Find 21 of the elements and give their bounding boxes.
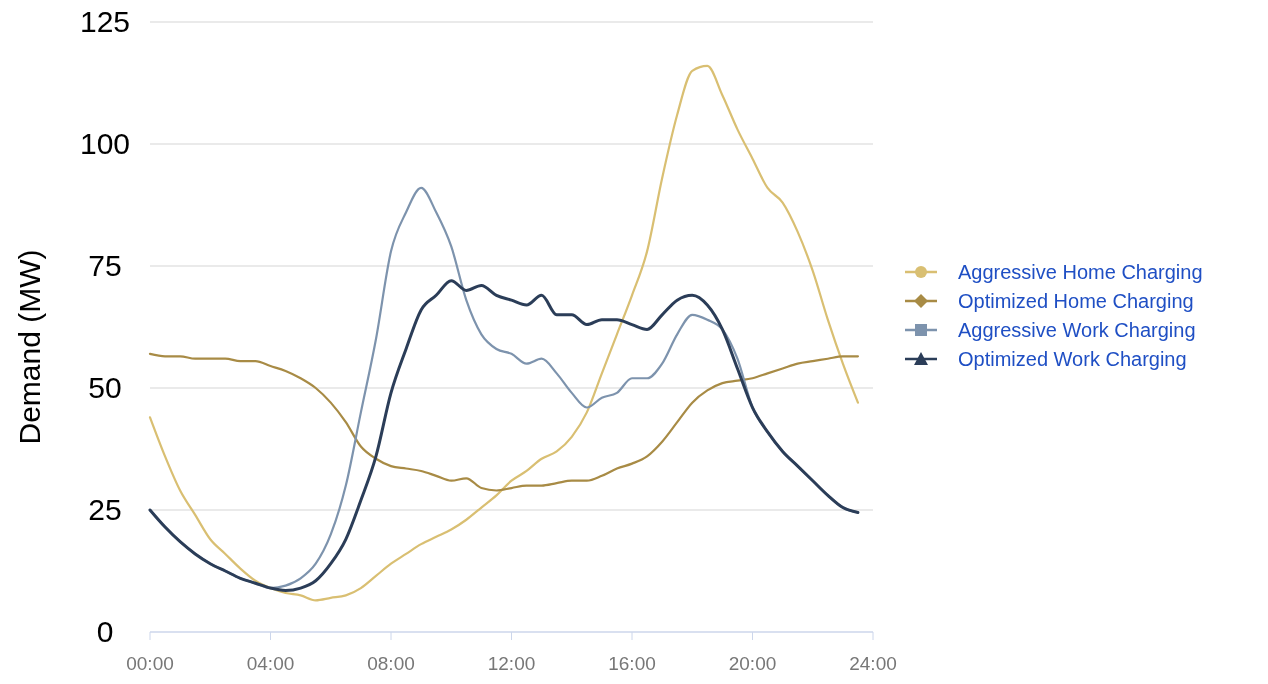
x-tick-label: 00:00 — [126, 653, 174, 674]
y-tick-label: 75 — [88, 249, 122, 282]
legend-label: Optimized Home Charging — [958, 290, 1194, 312]
x-tick-label: 16:00 — [608, 653, 656, 674]
y-tick-label: 25 — [88, 493, 122, 526]
x-tick-label: 24:00 — [849, 653, 897, 674]
line-series — [148, 64, 860, 602]
x-tick-label: 12:00 — [487, 653, 536, 674]
y-tick-label: 125 — [79, 5, 131, 38]
legend-label: Aggressive Home Charging — [958, 261, 1203, 283]
x-tick-label: 08:00 — [367, 653, 415, 674]
legend-label: Aggressive Work Charging — [958, 319, 1196, 341]
legend-label: Optimized Work Charging — [958, 348, 1187, 370]
y-tick-label: 0 — [96, 615, 114, 648]
x-tick-label: 04:00 — [246, 653, 295, 674]
y-tick-label: 100 — [79, 127, 131, 160]
y-axis-title: Demand (MW) — [13, 249, 46, 445]
line-series — [148, 352, 860, 492]
line-series — [148, 279, 860, 593]
x-tick-label: 20:00 — [728, 653, 777, 674]
y-tick-label: 50 — [88, 371, 122, 404]
